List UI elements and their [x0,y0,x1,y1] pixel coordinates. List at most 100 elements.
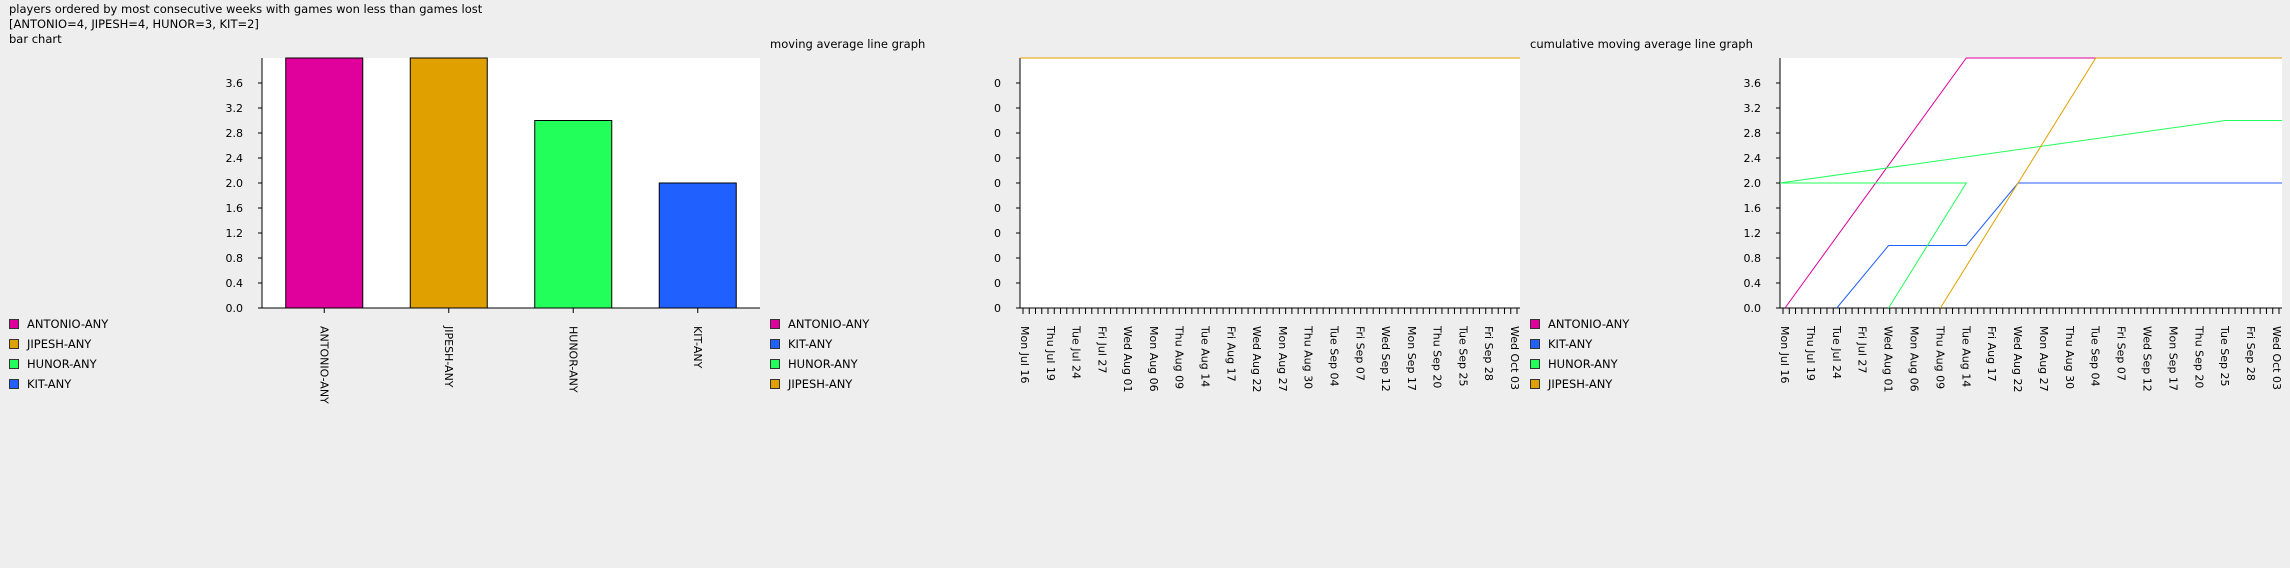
x-tick-label: Mon Jul 16 [1778,326,1791,383]
x-tick-label: Mon Aug 27 [2037,326,2050,392]
legend-label: JIPESH-ANY [1548,377,1613,391]
y-tick-label: 0.0 [226,302,244,315]
bar [534,120,613,309]
legend-label: ANTONIO-ANY [27,317,109,331]
legend-label: HUNOR-ANY [1548,357,1618,371]
legend-label: ANTONIO-ANY [788,317,870,331]
x-tick-label: Wed Sep 12 [1379,326,1392,392]
x-tick-label: Fri Sep 28 [1482,326,1495,381]
moving-average-heading: moving average line graph [770,37,926,51]
series-line [1779,120,2282,309]
legend-swatch [9,319,19,329]
legend-label: KIT-ANY [1548,337,1593,351]
legend-item: HUNOR-ANY [770,354,869,374]
y-tick-label: 0.0 [1744,302,1762,315]
bar [285,57,364,309]
legend-swatch [770,339,780,349]
x-tick-label: Mon Aug 06 [1147,326,1160,392]
x-tick-label: Thu Jul 19 [1044,325,1057,381]
legend-label: KIT-ANY [27,377,72,391]
summary-text: [ANTONIO=4, JIPESH=4, HUNOR=3, KIT=2] [9,17,259,31]
x-tick-label: Fri Aug 17 [1224,326,1237,382]
bar [658,182,737,309]
x-tick-label: Thu Sep 20 [2192,325,2205,388]
bar-legend: ANTONIO-ANY JIPESH-ANY HUNOR-ANY KIT-ANY [9,314,108,394]
y-tick-label: 0 [994,102,1001,115]
legend-item: ANTONIO-ANY [9,314,108,334]
legend-item: ANTONIO-ANY [1530,314,1629,334]
legend-item: HUNOR-ANY [1530,354,1629,374]
cumulative-average-heading: cumulative moving average line graph [1530,37,1753,51]
x-tick-label: Tue Jul 24 [1070,325,1083,379]
moving-legend: ANTONIO-ANY KIT-ANY HUNOR-ANY JIPESH-ANY [770,314,869,394]
bar-chart-heading: bar chart [9,32,62,46]
x-tick-label: KIT-ANY [691,326,704,369]
y-tick-label: 0.4 [1744,277,1762,290]
legend-item: ANTONIO-ANY [770,314,869,334]
legend-swatch [770,359,780,369]
x-tick-label: HUNOR-ANY [566,326,579,393]
legend-item: KIT-ANY [1530,334,1629,354]
x-tick-label: Tue Jul 24 [1830,325,1843,379]
x-tick-label: Thu Aug 30 [2063,325,2076,389]
x-tick-label: Mon Aug 27 [1276,326,1289,392]
y-tick-label: 1.2 [226,227,244,240]
legend-swatch [9,379,19,389]
legend-label: ANTONIO-ANY [1548,317,1630,331]
legend-swatch [1530,379,1540,389]
x-tick-label: Tue Aug 14 [1959,325,1972,387]
y-tick-label: 0 [994,202,1001,215]
y-tick-label: 3.2 [226,102,244,115]
y-tick-label: 0 [994,127,1001,140]
legend-swatch [9,359,19,369]
x-tick-label: Mon Sep 17 [1405,326,1418,391]
y-tick-label: 2.4 [226,152,244,165]
y-tick-label: 0.4 [226,277,244,290]
y-tick-label: 2.0 [226,177,244,190]
y-tick-label: 0 [994,152,1001,165]
y-tick-label: 1.6 [226,202,244,215]
bar [409,57,488,309]
legend-label: HUNOR-ANY [27,357,97,371]
legend-swatch [1530,319,1540,329]
x-tick-label: Thu Aug 30 [1302,325,1315,389]
legend-label: HUNOR-ANY [788,357,858,371]
y-tick-label: 3.2 [1744,102,1762,115]
y-tick-label: 2.0 [1744,177,1762,190]
x-tick-label: ANTONIO-ANY [317,326,330,404]
x-tick-label: Thu Sep 20 [1431,325,1444,388]
cumulative-legend: ANTONIO-ANY KIT-ANY HUNOR-ANY JIPESH-ANY [1530,314,1629,394]
x-tick-label: Mon Aug 06 [1907,326,1920,392]
legend-item: KIT-ANY [770,334,869,354]
x-tick-label: Fri Sep 07 [1353,326,1366,381]
x-tick-label: Fri Sep 07 [2115,326,2128,381]
y-tick-label: 3.6 [226,77,244,90]
x-tick-label: Fri Jul 27 [1095,326,1108,373]
x-tick-label: Wed Aug 22 [1250,326,1263,392]
x-tick-label: Tue Sep 04 [1327,325,1340,387]
series-line [1836,182,2282,309]
legend-item: HUNOR-ANY [9,354,108,374]
legend-item: JIPESH-ANY [1530,374,1629,394]
y-tick-label: 3.6 [1744,77,1762,90]
x-tick-label: Wed Aug 01 [1882,326,1895,392]
x-tick-label: JIPESH-ANY [442,325,455,388]
legend-swatch [770,379,780,389]
legend-label: KIT-ANY [788,337,833,351]
legend-item: JIPESH-ANY [770,374,869,394]
x-tick-label: Thu Aug 09 [1933,325,1946,389]
x-tick-label: Mon Jul 16 [1018,326,1031,383]
y-tick-label: 2.4 [1744,152,1762,165]
x-tick-label: Tue Sep 04 [2089,325,2102,387]
x-tick-label: Wed Oct 03 [1508,326,1521,390]
legend-swatch [770,319,780,329]
y-tick-label: 0 [994,302,1001,315]
x-tick-label: Tue Sep 25 [2218,325,2231,387]
legend-swatch [1530,359,1540,369]
x-tick-label: Fri Sep 28 [2244,326,2257,381]
legend-label: JIPESH-ANY [27,337,92,351]
x-tick-label: Wed Sep 12 [2141,326,2154,392]
x-tick-label: Fri Aug 17 [1985,326,1998,382]
y-tick-label: 2.8 [1744,127,1762,140]
